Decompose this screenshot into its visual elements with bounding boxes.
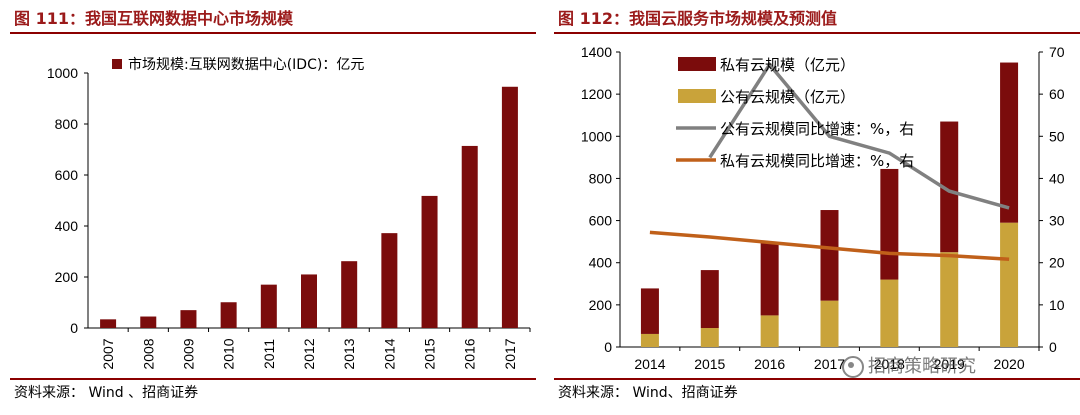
y-tick-label: 600 [55, 167, 79, 183]
private-cloud-bar [640, 288, 659, 334]
x-tick-label: 2011 [261, 339, 277, 369]
y-tick-label: 1000 [47, 65, 78, 81]
right-y-tick-label: 40 [1049, 170, 1065, 186]
x-tick-label: 2019 [934, 356, 965, 372]
left-chart-title: 图 111：我国互联网数据中心市场规模 [14, 9, 293, 28]
bar [220, 302, 237, 328]
private-cloud-bar [820, 210, 839, 301]
wechat-icon [842, 356, 864, 378]
bar [100, 319, 117, 328]
public-cloud-bar [760, 315, 779, 347]
left-y-tick-label: 600 [589, 213, 613, 229]
y-tick-label: 200 [55, 269, 79, 285]
private-cloud-bar [880, 168, 899, 280]
right-y-tick-label: 0 [1049, 339, 1057, 355]
x-tick-label: 2009 [180, 338, 196, 369]
x-tick-label: 2014 [381, 338, 397, 369]
private-growth-line [649, 230, 1010, 262]
bar [461, 145, 478, 328]
private-cloud-bar [760, 242, 779, 316]
right-y-tick-label: 50 [1049, 128, 1065, 144]
right-y-tick-label: 70 [1049, 44, 1065, 60]
x-tick-label: 2013 [341, 338, 357, 369]
x-tick-label: 2017 [814, 356, 845, 372]
right-y-tick-label: 20 [1049, 255, 1065, 271]
bar [501, 86, 518, 329]
right-source-note: 资料来源： Wind、招商证券 [558, 385, 738, 401]
right-chart-title: 图 112：我国云服务市场规模及预测值 [558, 9, 837, 28]
left-y-tick-label: 400 [589, 255, 613, 271]
legend-swatch [112, 59, 122, 69]
bar [180, 310, 197, 328]
x-tick-label: 2018 [874, 356, 905, 372]
left-y-tick-label: 1400 [581, 44, 612, 60]
right-y-tick-label: 30 [1049, 213, 1065, 229]
x-tick-label: 2017 [502, 338, 518, 369]
legend-public-cloud-label: 公有云规模（亿元） [720, 88, 855, 106]
y-tick-label: 0 [70, 320, 78, 336]
legend-label: 市场规模:互联网数据中心(IDC)：亿元 [128, 56, 364, 73]
legend-private-growth-label: 私有云规模同比增速：%，右 [720, 152, 914, 170]
bar [301, 274, 317, 328]
private-cloud-bar [700, 270, 719, 329]
left-y-tick-label: 200 [589, 297, 613, 313]
right-source-rule [554, 378, 1080, 380]
legend-public-cloud-swatch [678, 89, 716, 103]
left-y-tick-label: 0 [604, 339, 612, 355]
bar [260, 284, 277, 328]
x-tick-label: 2016 [754, 356, 785, 372]
right-y-tick-label: 10 [1049, 297, 1065, 313]
x-tick-label: 2014 [634, 356, 665, 372]
private-cloud-bar [1000, 62, 1019, 223]
y-tick-label: 800 [55, 116, 79, 132]
left-chart: 0 200 400 600 800 1000 2007 2008 2009 2010 2011 201… [47, 56, 531, 370]
left-y-tick-label: 1000 [581, 128, 612, 144]
public-cloud-bar [880, 279, 899, 347]
bar [381, 233, 398, 328]
x-tick-label: 2015 [694, 356, 725, 372]
left-y-tick-label: 800 [589, 170, 613, 186]
x-tick-label: 2020 [993, 356, 1024, 372]
private-cloud-bar [940, 121, 959, 253]
left-source-rule [10, 378, 536, 380]
left-source-note: 资料来源： Wind 、招商证券 [14, 385, 199, 401]
legend-private-cloud-swatch [678, 57, 716, 71]
watermark-text: 招商策略研究 [868, 356, 976, 377]
legend-public-growth-label: 公有云规模同比增速：%，右 [720, 120, 914, 138]
right-y-tick-label: 60 [1049, 86, 1065, 102]
x-tick-label: 2016 [462, 338, 478, 369]
public-cloud-bar [700, 328, 719, 347]
right-chart: 0 200 400 600 800 1000 1200 1400 0 10 20 30 40 50 60 70… [581, 44, 1065, 372]
watermark: 招商策略研究 [842, 352, 976, 378]
public-cloud-bar [820, 300, 839, 347]
bar [341, 261, 358, 328]
left-y-tick-label: 1200 [581, 86, 612, 102]
public-cloud-bar [940, 252, 959, 347]
left-chart-panel: 图 111：我国互联网数据中心市场规模 0 200 400 600 800 1000 200… [0, 0, 536, 415]
x-tick-label: 2012 [301, 338, 317, 369]
x-tick-label: 2008 [140, 338, 156, 369]
x-tick-label: 2010 [221, 338, 237, 369]
bar [421, 195, 438, 328]
public-growth-line [708, 61, 1010, 210]
x-tick-label: 2007 [100, 338, 116, 369]
x-tick-label: 2015 [422, 338, 438, 369]
bar [140, 316, 157, 328]
legend-private-cloud-label: 私有云规模（亿元） [720, 56, 855, 74]
right-title-rule [554, 32, 1080, 34]
public-cloud-bar [640, 333, 659, 347]
y-tick-label: 400 [55, 218, 79, 234]
left-title-rule [10, 32, 536, 34]
right-chart-panel: 图 112：我国云服务市场规模及预测值 0 200 400 600 800 1000 120… [544, 0, 1080, 415]
public-cloud-bar [1000, 222, 1019, 347]
